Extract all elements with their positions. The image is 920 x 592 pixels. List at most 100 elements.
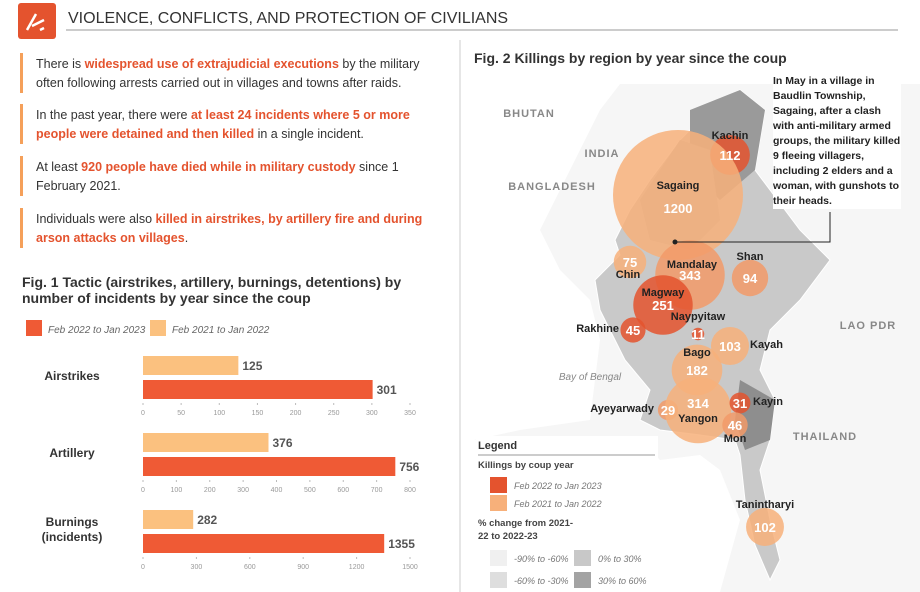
header-title: VIOLENCE, CONFLICTS, AND PROTECTION OF C… [68, 10, 508, 27]
bubble-value: 29 [661, 403, 675, 418]
x-tick-label: 300 [191, 564, 203, 571]
x-tick-label: 600 [337, 487, 349, 494]
region-label: Naypyitaw [671, 311, 726, 323]
place-label: BHUTAN [503, 108, 555, 120]
x-tick-label: 0 [141, 487, 145, 494]
highlight: at least 24 incidents where 5 or more pe… [36, 108, 410, 141]
bullet-text: There is widespread use of extrajudicial… [36, 55, 446, 93]
bubble [633, 275, 693, 335]
legend-label: Feb 2021 to Jan 2022 [514, 499, 602, 509]
bubble [729, 392, 751, 414]
place-label: Bay of Bengal [559, 372, 622, 383]
text-run: Individuals were also [36, 212, 156, 226]
legend-label: 30% to 60% [598, 576, 647, 586]
bubble [664, 376, 732, 444]
region-label: Chin [616, 269, 641, 281]
region-label: Bago [683, 347, 711, 359]
bubble-value: 75 [623, 255, 637, 270]
icon-glyph [25, 13, 45, 32]
legend-label: 0% to 30% [598, 554, 642, 564]
x-tick-label: 100 [213, 410, 225, 417]
x-tick-label: 1500 [402, 564, 418, 571]
bubble [620, 317, 646, 343]
text-run: in a single incident. [254, 127, 364, 141]
bubble [710, 326, 750, 366]
legend-swatch [490, 572, 507, 588]
bar [143, 534, 385, 553]
legend-subtitle: Killings by coup year [478, 460, 574, 471]
bullet-marker [20, 208, 23, 248]
region-label: Rakhine [576, 323, 619, 335]
x-tick-label: 400 [271, 487, 283, 494]
text-run: In the past year, there were [36, 108, 191, 122]
legend-title: Legend [478, 440, 517, 452]
x-tick-label: 300 [366, 410, 378, 417]
bubble [613, 130, 743, 260]
legend-label: Feb 2022 to Jan 2023 [514, 481, 602, 491]
x-tick-label: 300 [237, 487, 249, 494]
sea [474, 84, 620, 440]
legend-swatch [490, 477, 507, 493]
region-label: Magway [642, 287, 686, 299]
region-label: Tanintharyi [736, 499, 794, 511]
bar [143, 380, 373, 399]
x-tick-label: 800 [404, 487, 416, 494]
legend-swatch [490, 550, 507, 566]
bubble-value: 343 [679, 268, 701, 283]
x-tick-label: 900 [297, 564, 309, 571]
fig1-title: Fig. 1 Tactic (airstrikes, artillery, bu… [22, 274, 402, 306]
bar [143, 433, 269, 452]
bubble-value: 46 [728, 418, 742, 433]
x-tick-label: 50 [177, 410, 185, 417]
bubble-value: 45 [626, 323, 640, 338]
bubble [613, 245, 647, 279]
text-run: At least [36, 160, 82, 174]
bullet-marker [20, 156, 23, 196]
value-label: 376 [272, 436, 292, 450]
text-run: by the military often following arrests … [36, 57, 420, 90]
category-label: Artillery [49, 446, 95, 460]
x-tick-label: 0 [141, 564, 145, 571]
x-tick-label: 150 [252, 410, 264, 417]
bubble-value: 251 [652, 298, 674, 313]
legend-label: -90% to -60% [514, 554, 569, 564]
place-label: INDIA [585, 148, 620, 160]
bullet-text: Individuals were also killed in airstrik… [36, 210, 446, 248]
x-tick-label: 200 [290, 410, 302, 417]
place-label: THAILAND [793, 431, 857, 443]
value-label: 301 [377, 383, 397, 397]
text-run: . [184, 231, 189, 245]
region-label: Kayin [753, 396, 783, 408]
bullet-marker [20, 104, 23, 144]
bubble-value: 94 [743, 271, 758, 286]
bubble [746, 508, 784, 546]
x-tick-label: 250 [328, 410, 340, 417]
bar [143, 457, 396, 476]
value-label: 1355 [388, 537, 415, 551]
region-label: Sagaing [657, 180, 700, 192]
bubble-value: 11 [691, 327, 705, 342]
region-label: Kachin [712, 130, 749, 142]
x-tick-label: 200 [204, 487, 216, 494]
value-label: 282 [197, 513, 217, 527]
bullet-text: At least 920 people have died while in m… [36, 158, 446, 196]
legend-label: Feb 2022 to Jan 2023 [48, 325, 146, 336]
bubble-value: 112 [720, 148, 741, 163]
region-label: Mandalay [667, 259, 718, 271]
fig2-title: Fig. 2 Killings by region by year since … [474, 50, 787, 66]
region-label: Kayah [750, 339, 783, 351]
annotation: In May in a village in Baudlin Township,… [773, 74, 901, 209]
legend-swatch [574, 550, 591, 566]
bubble [722, 412, 748, 438]
highlight: widespread use of extrajudicial executio… [84, 57, 339, 71]
region-label: Yangon [678, 413, 718, 425]
bubble-value: 182 [686, 363, 708, 378]
category-label: Burnings (incidents) [41, 515, 103, 544]
legend-label: -60% to -30% [514, 576, 569, 586]
text-run: since 1 February 2021. [36, 160, 399, 193]
x-tick-label: 0 [141, 410, 145, 417]
place-label: BANGLADESH [508, 181, 596, 193]
bar [143, 356, 239, 375]
legend-swatch [150, 320, 166, 336]
